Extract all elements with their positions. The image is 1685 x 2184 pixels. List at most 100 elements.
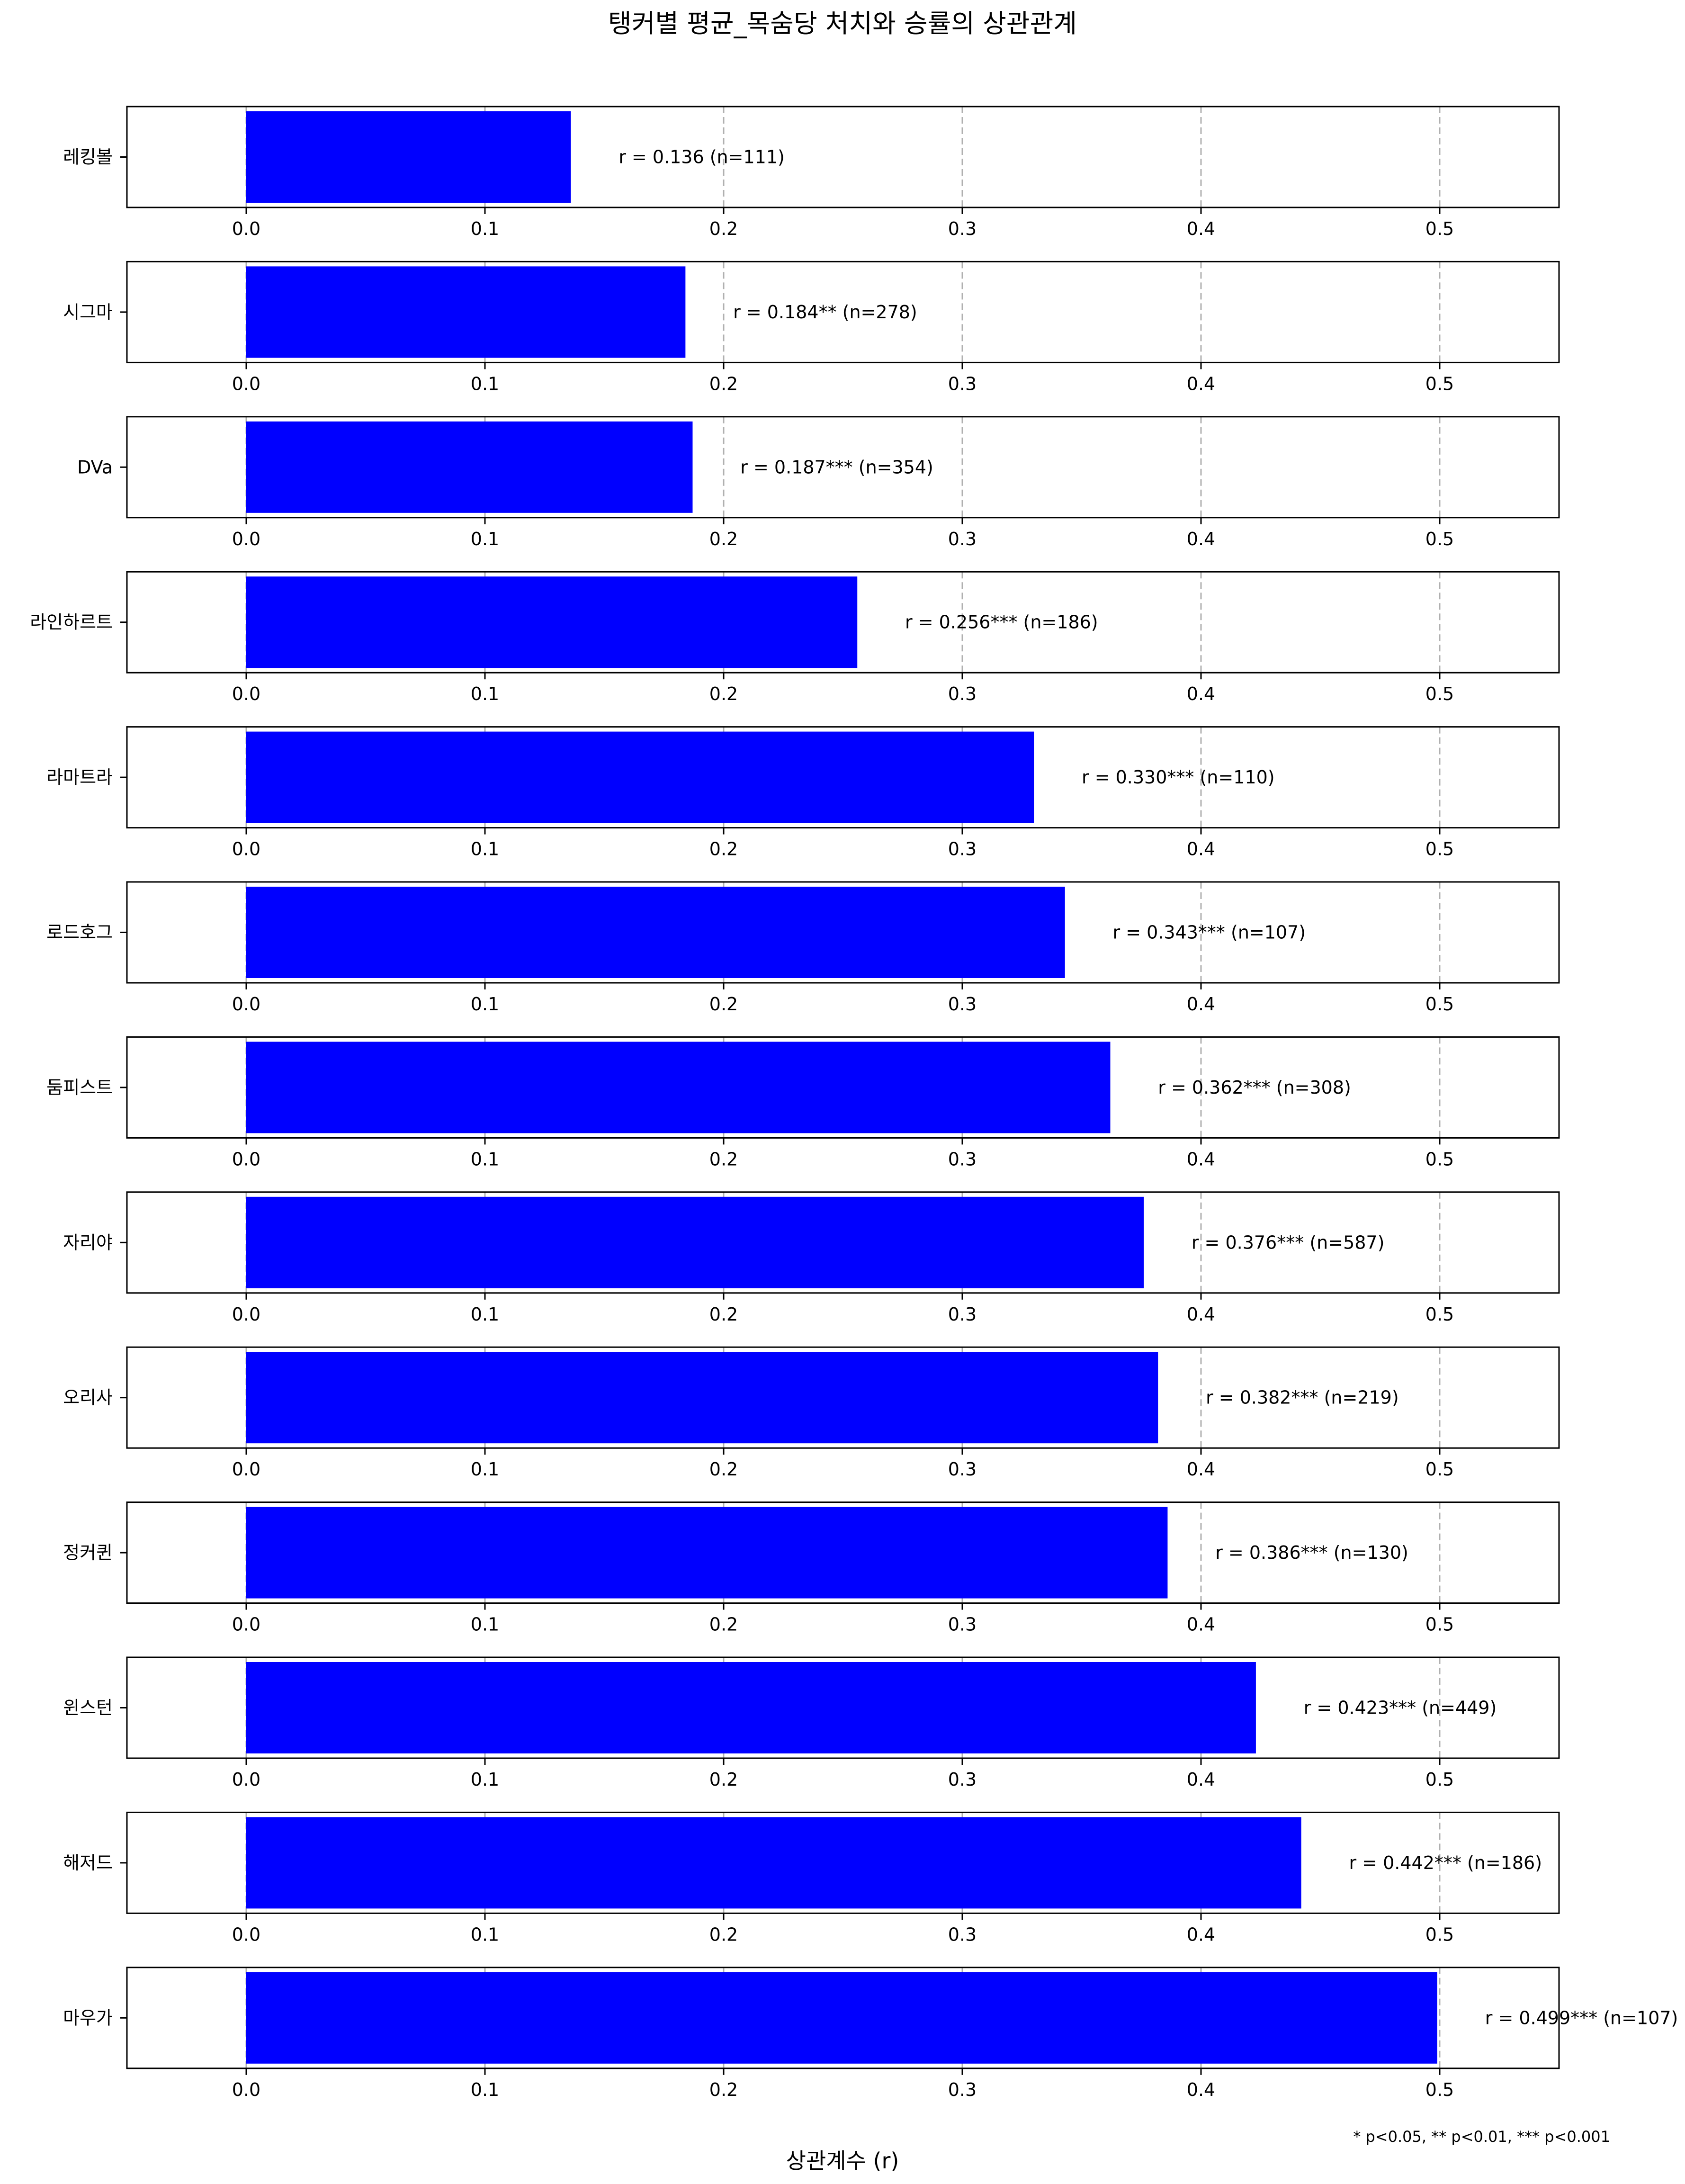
panel: DVa 0.0 0.1 0.2 0.3 0.4 0.5 r = 0.187*** (n=354…: [77, 416, 1560, 549]
panel: 윈스턴 0.0 0.1 0.2 0.3 0.4 0.5 r = 0.423*** (n=449…: [63, 1656, 1560, 1790]
panel: 자리야 0.0 0.1 0.2 0.3 0.4 0.5 r = 0.376*** (n=587…: [63, 1191, 1560, 1325]
panel: 레킹볼 0.0 0.1 0.2 0.3 0.4 0.5 r = 0.136 (n=111): [63, 106, 1560, 239]
x-tick-label: 0.4: [1187, 1459, 1215, 1480]
bar: [246, 1352, 1158, 1444]
category-label: 레킹볼: [63, 147, 113, 168]
x-tick-label: 0.1: [471, 1924, 499, 1945]
category-label: 정커퀸: [63, 1542, 113, 1563]
x-tick-label: 0.5: [1425, 839, 1454, 860]
x-tick-label: 0.0: [232, 1459, 260, 1480]
panel: 라마트라 0.0 0.1 0.2 0.3 0.4 0.5 r = 0.330*** (n=11…: [46, 726, 1560, 860]
x-tick-label: 0.0: [232, 1769, 260, 1790]
x-tick-label: 0.4: [1187, 218, 1215, 239]
x-tick-label: 0.5: [1425, 1149, 1454, 1169]
x-tick-label: 0.2: [709, 218, 738, 239]
panel: 정커퀸 0.0 0.1 0.2 0.3 0.4 0.5 r = 0.386*** (n=130…: [63, 1501, 1560, 1635]
category-label: 라인하르트: [30, 612, 113, 633]
x-tick-label: 0.0: [232, 994, 260, 1015]
chart-title: 탱커별 평균_목숨당 처치와 승률의 상관관계: [608, 9, 1077, 38]
x-tick-label: 0.2: [709, 529, 738, 549]
bar: [246, 266, 686, 358]
x-tick-label: 0.3: [948, 529, 977, 549]
x-tick-label: 0.4: [1187, 994, 1215, 1015]
data-label: r = 0.499*** (n=107): [1485, 2007, 1678, 2028]
x-tick-label: 0.3: [948, 839, 977, 860]
significance-footnote: * p<0.05, ** p<0.01, *** p<0.001: [1353, 2128, 1610, 2146]
x-tick-label: 0.4: [1187, 1769, 1215, 1790]
x-tick-label: 0.2: [709, 839, 738, 860]
data-label: r = 0.256*** (n=186): [905, 612, 1098, 633]
x-tick-label: 0.2: [709, 994, 738, 1015]
panel: 마우가 0.0 0.1 0.2 0.3 0.4 0.5 r = 0.499*** (n=107…: [63, 1967, 1678, 2100]
x-tick-label: 0.1: [471, 373, 499, 394]
x-tick-label: 0.0: [232, 373, 260, 394]
x-tick-label: 0.2: [709, 1459, 738, 1480]
x-tick-label: 0.2: [709, 1924, 738, 1945]
x-tick-label: 0.4: [1187, 529, 1215, 549]
category-label: 해저드: [63, 1852, 113, 1873]
category-label: 마우가: [63, 2007, 113, 2028]
panel: 둠피스트 0.0 0.1 0.2 0.3 0.4 0.5 r = 0.362*** (n=30…: [46, 1036, 1560, 1169]
data-label: r = 0.376*** (n=587): [1192, 1232, 1385, 1253]
x-tick-label: 0.3: [948, 1459, 977, 1480]
x-tick-label: 0.0: [232, 529, 260, 549]
bar: [246, 111, 571, 203]
x-tick-label: 0.2: [709, 373, 738, 394]
x-tick-label: 0.5: [1425, 218, 1454, 239]
x-tick-label: 0.1: [471, 1769, 499, 1790]
x-tick-label: 0.4: [1187, 2079, 1215, 2100]
x-tick-label: 0.0: [232, 839, 260, 860]
bar: [246, 421, 693, 513]
x-tick-label: 0.1: [471, 1149, 499, 1169]
category-label: 시그마: [63, 302, 113, 323]
category-label: 자리야: [63, 1232, 113, 1253]
x-tick-label: 0.0: [232, 1149, 260, 1169]
x-tick-label: 0.4: [1187, 1614, 1215, 1635]
x-tick-label: 0.1: [471, 839, 499, 860]
data-label: r = 0.423*** (n=449): [1304, 1698, 1497, 1718]
x-tick-label: 0.2: [709, 1769, 738, 1790]
data-label: r = 0.136 (n=111): [618, 147, 785, 168]
panel: 시그마 0.0 0.1 0.2 0.3 0.4 0.5 r = 0.184** (n=278): [63, 261, 1560, 394]
data-label: r = 0.343*** (n=107): [1113, 922, 1306, 943]
panels: 레킹볼 0.0 0.1 0.2 0.3 0.4 0.5 r = 0.136 (n=111) 시그…: [30, 106, 1678, 2100]
x-tick-label: 0.3: [948, 1924, 977, 1945]
x-tick-label: 0.5: [1425, 683, 1454, 704]
data-label: r = 0.330*** (n=110): [1082, 767, 1275, 788]
bar: [246, 731, 1034, 823]
x-tick-label: 0.1: [471, 529, 499, 549]
bar: [246, 887, 1065, 978]
category-label: 로드호그: [46, 922, 113, 943]
x-tick-label: 0.4: [1187, 1924, 1215, 1945]
x-tick-label: 0.2: [709, 683, 738, 704]
category-label: DVa: [77, 457, 113, 477]
category-label: 오리사: [63, 1387, 113, 1408]
bar: [246, 1662, 1256, 1753]
panel: 해저드 0.0 0.1 0.2 0.3 0.4 0.5 r = 0.442*** (n=186…: [63, 1811, 1560, 1945]
x-tick-label: 0.0: [232, 218, 260, 239]
x-tick-label: 0.0: [232, 2079, 260, 2100]
x-tick-label: 0.4: [1187, 1304, 1215, 1325]
data-label: r = 0.187*** (n=354): [740, 457, 933, 477]
x-tick-label: 0.4: [1187, 683, 1215, 704]
x-tick-label: 0.0: [232, 683, 260, 704]
x-tick-label: 0.5: [1425, 1924, 1454, 1945]
x-tick-label: 0.3: [948, 1304, 977, 1325]
x-tick-label: 0.2: [709, 1304, 738, 1325]
x-tick-label: 0.3: [948, 373, 977, 394]
x-tick-label: 0.4: [1187, 1149, 1215, 1169]
data-label: r = 0.184** (n=278): [733, 302, 917, 323]
data-label: r = 0.362*** (n=308): [1158, 1077, 1351, 1098]
x-tick-label: 0.5: [1425, 994, 1454, 1015]
bar: [246, 1817, 1301, 1909]
x-tick-label: 0.1: [471, 2079, 499, 2100]
x-tick-label: 0.5: [1425, 1614, 1454, 1635]
data-label: r = 0.442*** (n=186): [1349, 1852, 1542, 1873]
x-tick-label: 0.4: [1187, 373, 1215, 394]
x-tick-label: 0.3: [948, 994, 977, 1015]
x-tick-label: 0.1: [471, 994, 499, 1015]
x-tick-label: 0.1: [471, 683, 499, 704]
bar: [246, 1507, 1168, 1599]
x-tick-label: 0.3: [948, 1614, 977, 1635]
